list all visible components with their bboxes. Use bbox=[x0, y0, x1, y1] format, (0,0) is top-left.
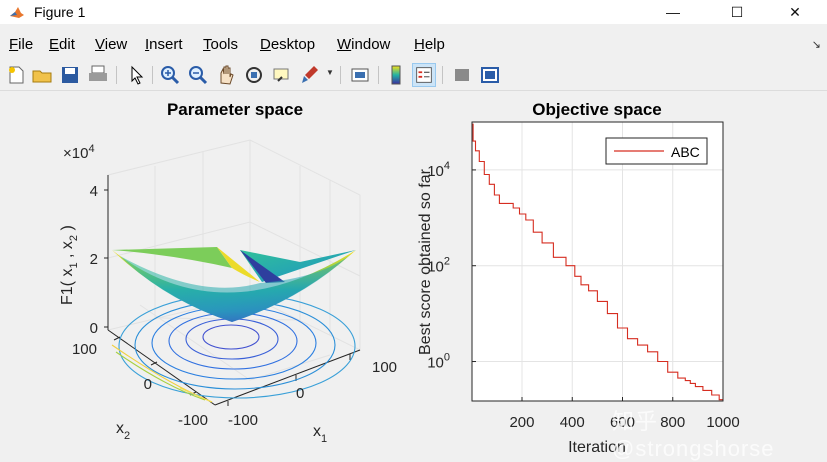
dock-icon[interactable]: ↘ bbox=[812, 38, 821, 51]
hide-plot-tools-icon[interactable] bbox=[450, 63, 474, 87]
z-axis-label: F1( x1 , x2 ) bbox=[59, 225, 80, 305]
minimize-button[interactable]: — bbox=[650, 0, 696, 24]
menu-tools[interactable]: Tools bbox=[203, 36, 238, 53]
x2-tick-label: 0 bbox=[144, 376, 152, 393]
brush-dropdown-icon[interactable]: ▼ bbox=[326, 68, 334, 77]
close-button[interactable]: ✕ bbox=[772, 0, 818, 24]
z-tick-label: 4 bbox=[90, 183, 98, 200]
watermark-text: 知乎 @strongshorse bbox=[612, 404, 827, 462]
x2-tick-label: 100 bbox=[72, 341, 97, 358]
x-tick-label: 400 bbox=[560, 414, 585, 431]
maximize-button[interactable]: ☐ bbox=[714, 0, 760, 24]
z-exponent-power: 4 bbox=[88, 143, 94, 155]
menu-insert[interactable]: Insert bbox=[145, 36, 183, 53]
data-cursor-icon[interactable] bbox=[270, 63, 294, 87]
legend-label-abc: ABC bbox=[671, 144, 700, 160]
menu-edit[interactable]: Edit bbox=[49, 36, 75, 53]
legend[interactable]: ABC bbox=[606, 138, 707, 164]
z-tick-label: 0 bbox=[90, 320, 98, 337]
figure-svg: Parameter space bbox=[0, 91, 827, 457]
menu-window[interactable]: Window bbox=[337, 36, 390, 53]
title-bar: Figure 1 — ☐ ✕ bbox=[0, 0, 827, 24]
maximize-icon: ☐ bbox=[731, 4, 744, 21]
z-exponent-prefix: ×10 bbox=[63, 145, 88, 162]
x-tick-label: 200 bbox=[509, 414, 534, 431]
menu-file[interactable]: File bbox=[9, 36, 33, 53]
window-title: Figure 1 bbox=[34, 4, 85, 20]
rotate-3d-icon[interactable] bbox=[242, 63, 266, 87]
objective-space-title: Objective space bbox=[532, 100, 661, 119]
colorbar-icon[interactable] bbox=[384, 63, 408, 87]
legend-icon[interactable] bbox=[412, 63, 436, 87]
x1-tick-label: 100 bbox=[372, 359, 397, 376]
x2-axis-label: x2 bbox=[116, 420, 130, 442]
minimize-icon: — bbox=[666, 4, 680, 20]
y-axis-label: Best score obtained so far bbox=[417, 168, 434, 355]
menu-desktop[interactable]: Desktop bbox=[260, 36, 315, 53]
save-icon[interactable] bbox=[58, 63, 82, 87]
show-plot-tools-icon[interactable] bbox=[478, 63, 502, 87]
parameter-space-title: Parameter space bbox=[167, 100, 303, 119]
print-icon[interactable] bbox=[86, 63, 110, 87]
menu-view[interactable]: View bbox=[95, 36, 127, 53]
zoom-in-icon[interactable] bbox=[158, 63, 182, 87]
x1-tick-label: -100 bbox=[228, 412, 258, 429]
z-tick-label: 2 bbox=[90, 251, 98, 268]
close-icon: ✕ bbox=[789, 4, 801, 21]
figure-canvas: Parameter space bbox=[0, 91, 827, 457]
toolbar: ▼ bbox=[0, 60, 827, 91]
new-figure-icon[interactable] bbox=[4, 63, 28, 87]
open-file-icon[interactable] bbox=[30, 63, 54, 87]
x1-axis-label: x1 bbox=[313, 423, 327, 445]
pointer-icon[interactable] bbox=[124, 63, 148, 87]
pan-icon[interactable] bbox=[214, 63, 238, 87]
brush-icon[interactable] bbox=[298, 63, 322, 87]
svg-text:×104: ×104 bbox=[63, 143, 95, 162]
menu-help[interactable]: Help bbox=[414, 36, 445, 53]
matlab-logo-icon bbox=[8, 3, 26, 21]
zoom-out-icon[interactable] bbox=[186, 63, 210, 87]
parameter-space-plot: Parameter space bbox=[59, 100, 397, 445]
menu-bar: File Edit View Insert Tools Desktop Wind… bbox=[0, 32, 827, 56]
x1-tick-label: 0 bbox=[296, 385, 304, 402]
link-plot-icon[interactable] bbox=[348, 63, 372, 87]
x2-tick-label: -100 bbox=[178, 412, 208, 429]
